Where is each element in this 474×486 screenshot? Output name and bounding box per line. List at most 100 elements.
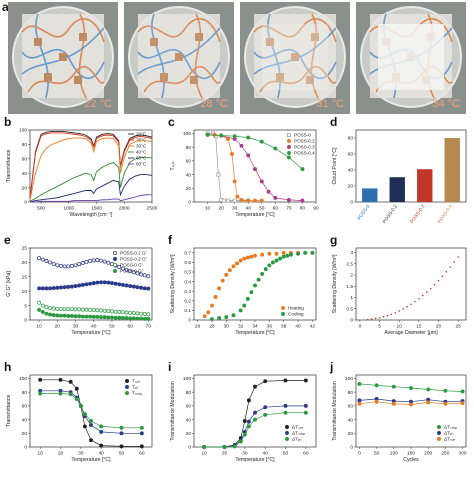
data-point <box>62 313 67 318</box>
y-tick-label: 0.5 <box>346 306 353 312</box>
data-point <box>209 303 214 308</box>
x-tick-label: 1500 <box>91 206 102 212</box>
panel-letter-b: b <box>4 115 11 129</box>
data-point <box>259 179 264 184</box>
data-point <box>460 389 465 394</box>
data-point <box>62 285 67 290</box>
x-tick-label: 70 <box>286 206 292 212</box>
y-axis-label: Scattering Density [W/m²] <box>170 254 176 313</box>
legend-swatch <box>281 312 285 316</box>
y-tick-label: 40 <box>348 417 354 423</box>
data-point <box>263 412 268 417</box>
data-point <box>425 291 428 293</box>
data-point <box>84 259 89 264</box>
legend-swatch <box>287 151 291 155</box>
data-point <box>266 189 271 194</box>
y-tick-label: 0 <box>188 445 191 451</box>
legend-swatch <box>281 306 285 310</box>
data-point <box>73 314 78 319</box>
data-point <box>303 378 308 383</box>
legend-swatch <box>287 139 291 143</box>
data-point <box>303 403 308 408</box>
legend-label: Tₛᵤₙ <box>132 379 140 384</box>
x-tick-label: 90 <box>313 206 319 212</box>
x-tick-label: 15 <box>416 324 422 330</box>
data-point <box>253 410 257 415</box>
series-line <box>204 412 306 448</box>
data-point <box>68 392 73 397</box>
photo-3: 31 °C <box>240 2 350 114</box>
bar <box>389 177 405 202</box>
data-point <box>135 311 140 316</box>
data-point <box>224 315 229 320</box>
legend-label: 80°C <box>136 162 147 167</box>
photo-4: 34 °C <box>356 2 466 114</box>
y-tick-label: 60 <box>186 159 192 165</box>
legend-swatch <box>113 251 117 255</box>
data-point <box>386 314 389 317</box>
data-point <box>91 281 96 286</box>
data-point <box>453 261 456 263</box>
legend-swatch <box>285 425 289 429</box>
data-point <box>263 405 268 410</box>
data-point <box>44 311 49 316</box>
data-point <box>113 315 118 320</box>
y-tick-label: 60 <box>22 157 28 163</box>
data-point <box>88 314 93 319</box>
y-axis-label: Transmittance Modulation <box>332 381 338 441</box>
x-tick-label: 50 <box>259 206 265 212</box>
photo-temperature-label: 34 °C <box>432 98 460 110</box>
data-point <box>80 314 85 319</box>
data-point <box>429 287 432 290</box>
plot-frame <box>29 374 153 448</box>
data-point <box>91 314 96 319</box>
data-point <box>82 424 87 429</box>
series-line <box>40 393 142 429</box>
data-point <box>128 284 133 288</box>
x-tick-label: 40 <box>295 324 301 330</box>
data-point <box>124 267 129 272</box>
x-tick-label: 42 <box>310 324 316 330</box>
data-point <box>357 381 362 386</box>
data-point <box>77 262 82 267</box>
legend-swatch <box>113 257 117 261</box>
y-tick-label: 80 <box>22 142 28 148</box>
y-tick-label: 100 <box>345 376 353 382</box>
chart-f: f 0 0.1 0.2 0.3 0.4 0.5 0.6 0.7 26 28 30 32 34 36 38 40 4… <box>168 233 317 336</box>
x-tick-label: 32 <box>238 324 244 330</box>
x-tick-label: 100 <box>390 451 398 457</box>
data-point <box>131 311 136 316</box>
photo-temperature-label: 22 °C <box>84 98 112 110</box>
photo-1: 22 °C <box>8 2 118 114</box>
data-point <box>51 286 56 290</box>
chart-i: i 0 20 40 60 80 100 10 20 30 40 50 60 Temperature [°C… <box>168 360 317 463</box>
y-tick-label: 1 <box>350 295 353 301</box>
data-point <box>238 258 243 263</box>
panel-letter-e: e <box>4 233 11 247</box>
data-point <box>128 316 133 321</box>
y-tick-label: 0.2 <box>184 299 191 305</box>
data-point <box>80 282 85 287</box>
data-point <box>119 444 124 449</box>
y-tick-label: 80 <box>186 390 192 396</box>
x-tick-label: 25 <box>455 324 461 330</box>
data-point <box>222 445 227 449</box>
x-tick-label: 0 <box>358 451 361 457</box>
data-point <box>253 384 257 389</box>
data-point <box>40 303 45 308</box>
data-point <box>109 281 114 286</box>
data-point <box>242 418 247 423</box>
data-point <box>48 312 52 317</box>
panel-letter-g: g <box>330 233 337 247</box>
x-tick-label: 36 <box>267 324 273 330</box>
data-point <box>283 403 288 408</box>
data-point <box>245 255 250 260</box>
data-point <box>267 263 272 268</box>
x-axis-label: Temperature [°C] <box>71 330 111 336</box>
data-point <box>58 377 63 382</box>
data-point <box>95 258 100 263</box>
data-point <box>285 253 290 258</box>
y-tick-label: 10 <box>22 289 28 295</box>
data-point <box>40 286 45 291</box>
data-point <box>99 308 103 313</box>
